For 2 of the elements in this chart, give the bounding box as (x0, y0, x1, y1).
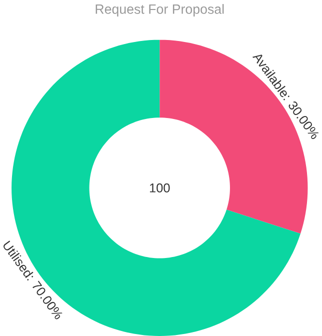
chart-title: Request For Proposal (96, 4, 224, 16)
text: 100 (150, 183, 170, 192)
